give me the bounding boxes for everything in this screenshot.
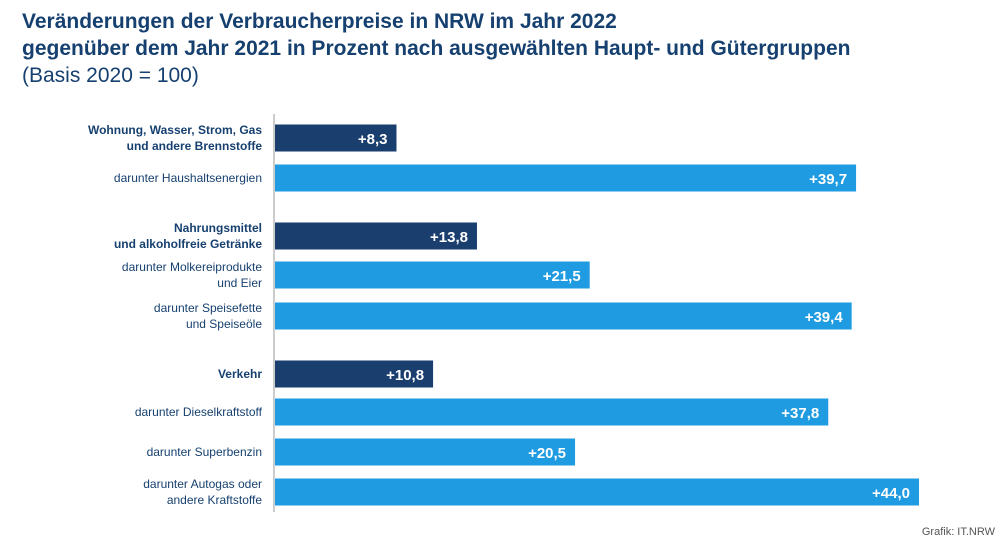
source-credit: Grafik: IT.NRW: [921, 526, 995, 538]
bar-5: [275, 360, 434, 388]
bar-value-label-6: +37,8: [781, 405, 819, 422]
chart-title-line-2: gegenüber dem Jahr 2021 in Prozent nach …: [22, 37, 851, 60]
bar-8: [275, 478, 919, 506]
bar-value-label-8: +44,0: [872, 485, 910, 502]
category-label-8: darunter Autogas oder andere Kraftstoffe: [143, 477, 262, 507]
bar-value-label-4: +39,4: [805, 309, 844, 326]
bar-value-label-2: +13,8: [430, 229, 468, 246]
chart-title-line-1: Veränderungen der Verbraucherpreise in N…: [22, 10, 617, 33]
bar-7: [275, 438, 576, 466]
bar-6: [275, 398, 829, 426]
category-label-5: Verkehr: [218, 367, 262, 381]
category-label-0: Wohnung, Wasser, Strom, Gas und andere Br…: [88, 123, 262, 153]
category-label-3: darunter Molkereiprodukte und Eier: [122, 260, 262, 290]
category-label-7: darunter Superbenzin: [147, 445, 262, 459]
bar-value-label-1: +39,7: [809, 171, 847, 188]
category-label-4: darunter Speisefette und Speiseöle: [154, 301, 262, 331]
chart-subtitle: (Basis 2020 = 100): [22, 64, 199, 87]
bar-1: [275, 164, 857, 192]
bar-value-label-3: +21,5: [543, 268, 581, 285]
bar-value-label-5: +10,8: [386, 367, 424, 384]
category-label-2: Nahrungsmittel und alkoholfreie Getränke: [114, 221, 262, 251]
category-label-6: darunter Dieselkraftstoff: [135, 405, 263, 419]
bar-value-label-7: +20,5: [528, 445, 566, 462]
bar-3: [275, 261, 590, 289]
chart-title-block: Veränderungen der Verbraucherpreise in N…: [22, 8, 850, 89]
bar-2: [275, 222, 477, 250]
bar-0: [275, 124, 397, 152]
bar-value-label-0: +8,3: [358, 131, 388, 148]
bar-4: [275, 302, 852, 330]
category-label-1: darunter Haushaltsenergien: [114, 171, 262, 185]
